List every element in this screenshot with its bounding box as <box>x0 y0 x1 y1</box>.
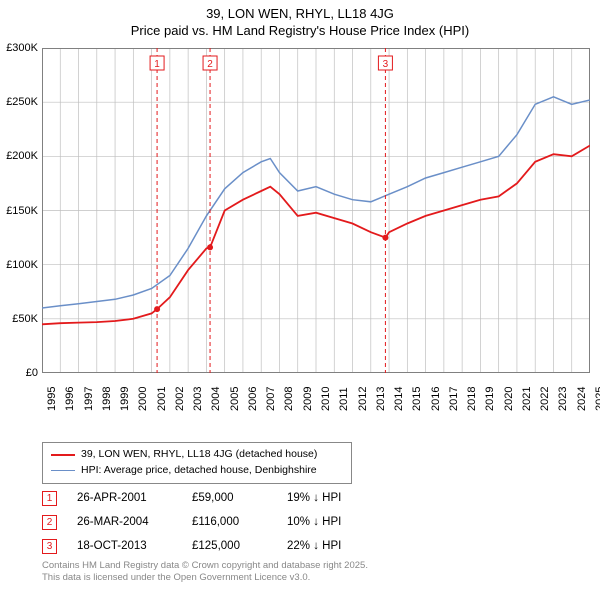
attribution: Contains HM Land Registry data © Crown c… <box>42 560 368 585</box>
x-tick-label: 2016 <box>430 387 442 411</box>
svg-text:1: 1 <box>154 59 160 70</box>
marker-price: £116,000 <box>192 516 267 528</box>
x-tick-label: 2017 <box>448 387 460 411</box>
title-line-2: Price paid vs. HM Land Registry's House … <box>0 23 600 38</box>
legend: 39, LON WEN, RHYL, LL18 4JG (detached ho… <box>42 442 352 484</box>
attribution-line-2: This data is licensed under the Open Gov… <box>42 572 368 584</box>
chart-plot-area: 1 2 3 <box>42 48 590 373</box>
x-tick-label: 2022 <box>539 387 551 411</box>
x-tick-label: 1998 <box>101 387 113 411</box>
legend-label: 39, LON WEN, RHYL, LL18 4JG (detached ho… <box>81 447 317 463</box>
marker-id-box: 2 <box>42 515 57 530</box>
x-tick-label: 1996 <box>64 387 76 411</box>
svg-text:2: 2 <box>207 59 213 70</box>
x-tick-label: 2004 <box>210 387 222 411</box>
marker-row: 3 18-OCT-2013 £125,000 22% ↓ HPI <box>42 534 422 558</box>
marker-row: 2 26-MAR-2004 £116,000 10% ↓ HPI <box>42 510 422 534</box>
y-tick-label: £100K <box>6 259 38 271</box>
attribution-line-1: Contains HM Land Registry data © Crown c… <box>42 560 368 572</box>
x-tick-label: 2020 <box>503 387 515 411</box>
x-tick-label: 2007 <box>265 387 277 411</box>
y-tick-label: £300K <box>6 42 38 54</box>
legend-swatch <box>51 470 75 472</box>
markers-table: 1 26-APR-2001 £59,000 19% ↓ HPI 2 26-MAR-2004… <box>42 486 422 558</box>
x-tick-label: 2001 <box>156 387 168 411</box>
y-tick-label: £0 <box>26 367 38 379</box>
marker-id-box: 1 <box>42 491 57 506</box>
x-tick-label: 2015 <box>411 387 423 411</box>
marker-price: £125,000 <box>192 540 267 552</box>
legend-swatch <box>51 454 75 456</box>
x-tick-label: 2010 <box>320 387 332 411</box>
x-tick-label: 1999 <box>119 387 131 411</box>
marker-date: 26-APR-2001 <box>77 492 172 504</box>
legend-label: HPI: Average price, detached house, Denb… <box>81 463 317 479</box>
x-tick-label: 2009 <box>302 387 314 411</box>
chart-container: 39, LON WEN, RHYL, LL18 4JG Price paid v… <box>0 0 600 590</box>
x-tick-label: 2006 <box>247 387 259 411</box>
x-tick-label: 1997 <box>83 387 95 411</box>
marker-date: 18-OCT-2013 <box>77 540 172 552</box>
y-tick-label: £150K <box>6 205 38 217</box>
x-tick-label: 2011 <box>338 387 350 411</box>
x-tick-label: 2008 <box>283 387 295 411</box>
x-tick-label: 2024 <box>576 387 588 411</box>
x-tick-label: 2000 <box>137 387 149 411</box>
marker-diff: 22% ↓ HPI <box>287 540 367 552</box>
y-axis-labels: £0£50K£100K£150K£200K£250K£300K <box>0 48 40 373</box>
marker-id-box: 3 <box>42 539 57 554</box>
x-tick-label: 2002 <box>174 387 186 411</box>
x-tick-label: 2023 <box>557 387 569 411</box>
marker-price: £59,000 <box>192 492 267 504</box>
y-tick-label: £250K <box>6 96 38 108</box>
title-line-1: 39, LON WEN, RHYL, LL18 4JG <box>0 6 600 21</box>
x-tick-label: 2019 <box>484 387 496 411</box>
x-tick-label: 2021 <box>521 387 533 411</box>
svg-text:3: 3 <box>383 59 389 70</box>
marker-diff: 19% ↓ HPI <box>287 492 367 504</box>
x-tick-label: 2025 <box>594 387 600 411</box>
x-tick-label: 1995 <box>46 387 58 411</box>
x-tick-label: 2005 <box>229 387 241 411</box>
x-axis-labels: 1995 1996 1997 1998 1999 2000 2001 2002 2003 2004… <box>42 376 590 441</box>
x-tick-label: 2018 <box>466 387 478 411</box>
x-tick-label: 2014 <box>393 387 405 411</box>
y-tick-label: £50K <box>12 313 38 325</box>
chart-svg: 1 2 3 <box>42 48 590 373</box>
marker-row: 1 26-APR-2001 £59,000 19% ↓ HPI <box>42 486 422 510</box>
marker-diff: 10% ↓ HPI <box>287 516 367 528</box>
x-tick-label: 2003 <box>192 387 204 411</box>
legend-item: HPI: Average price, detached house, Denb… <box>51 463 343 479</box>
legend-item: 39, LON WEN, RHYL, LL18 4JG (detached ho… <box>51 447 343 463</box>
x-tick-label: 2012 <box>357 387 369 411</box>
title-block: 39, LON WEN, RHYL, LL18 4JG Price paid v… <box>0 0 600 38</box>
marker-date: 26-MAR-2004 <box>77 516 172 528</box>
y-tick-label: £200K <box>6 150 38 162</box>
x-tick-label: 2013 <box>375 387 387 411</box>
